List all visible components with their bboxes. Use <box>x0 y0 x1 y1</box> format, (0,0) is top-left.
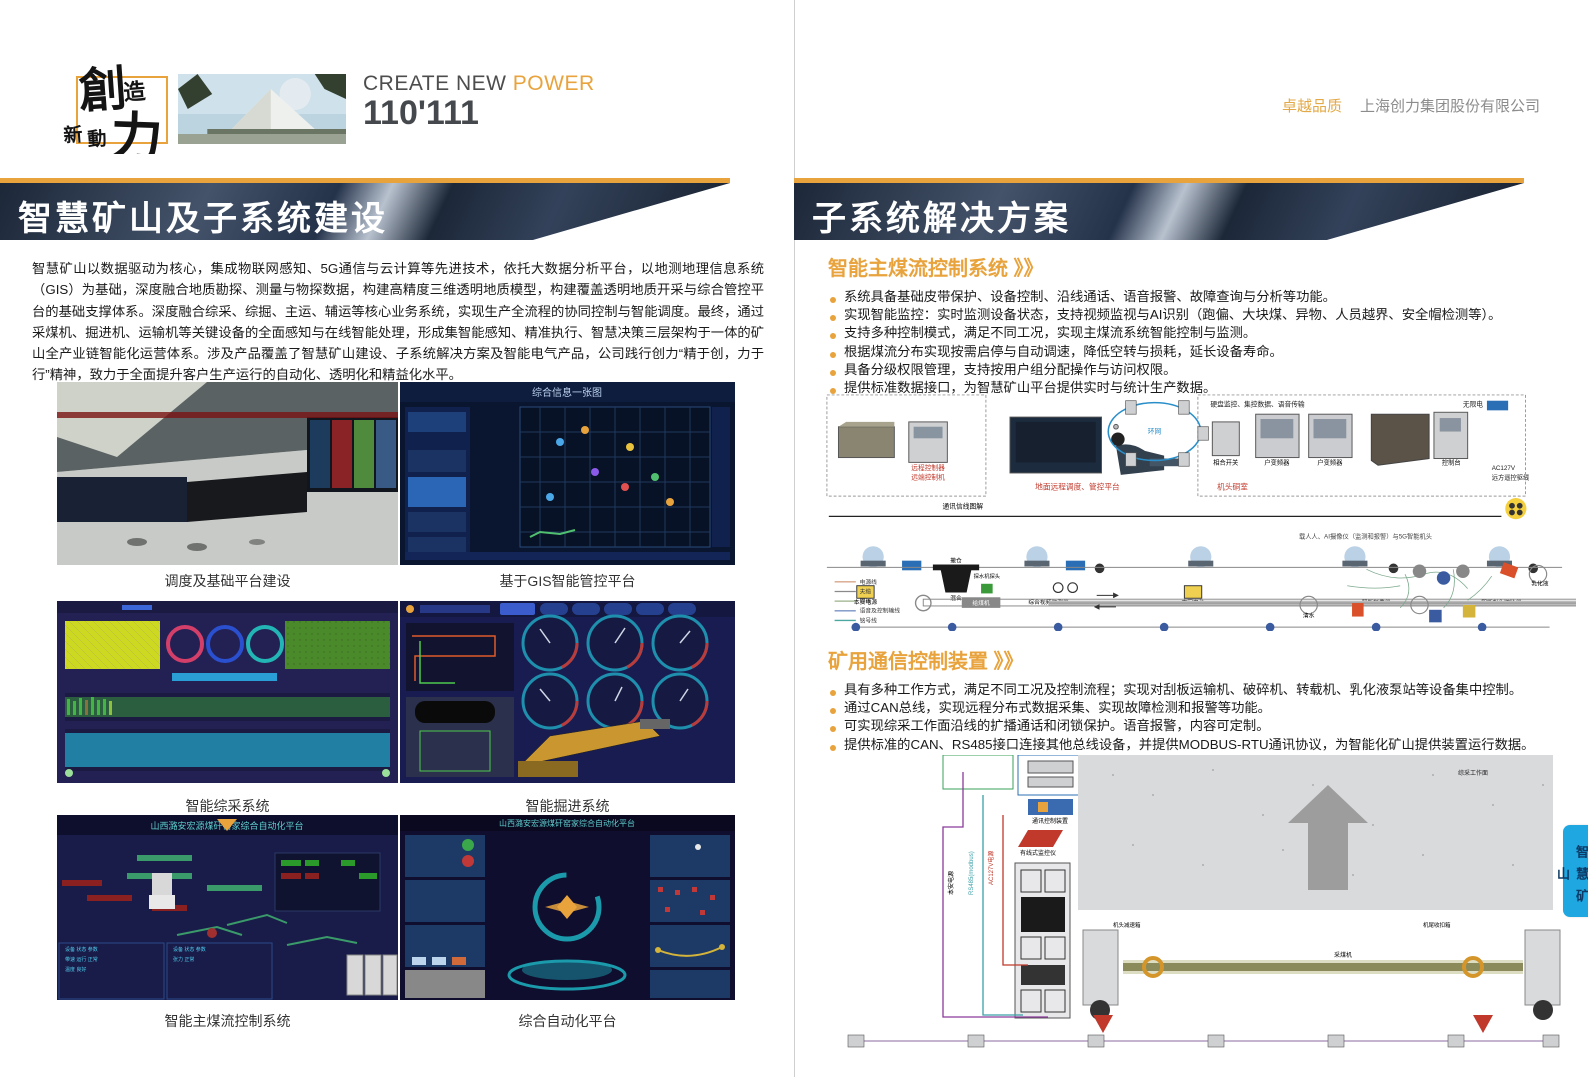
svg-text:温度 良好: 温度 良好 <box>65 966 86 973</box>
svg-text:机尾收扣箱: 机尾收扣箱 <box>1423 921 1451 929</box>
svg-text:RS485(modbus): RS485(modbus) <box>969 851 975 895</box>
svg-text:有线式监控仪: 有线式监控仪 <box>1020 849 1056 857</box>
svg-text:夫缆: 夫缆 <box>860 587 872 595</box>
svg-text:新: 新 <box>63 123 84 147</box>
svg-text:通讯信线图解: 通讯信线图解 <box>943 502 984 511</box>
svg-text:无限电: 无限电 <box>1463 399 1483 408</box>
svg-text:设备 状态 参数: 设备 状态 参数 <box>65 946 98 953</box>
svg-text:控制台: 控制台 <box>1442 457 1461 466</box>
svg-text:采煤机: 采煤机 <box>1334 951 1352 959</box>
svg-text:远方遥控驱线: 远方遥控驱线 <box>1492 473 1530 482</box>
svg-text:户变频器: 户变频器 <box>1264 457 1290 466</box>
svg-text:机头减速箱: 机头减速箱 <box>1113 921 1141 929</box>
svg-text:乳化液: 乳化液 <box>1531 580 1549 588</box>
svg-text:机头硐室: 机头硐室 <box>1217 481 1248 491</box>
svg-text:探水机探头: 探水机探头 <box>974 572 1000 580</box>
svg-text:环网: 环网 <box>1148 427 1162 435</box>
svg-text:混合: 混合 <box>950 594 962 602</box>
svg-text:远程控制器: 远程控制器 <box>911 463 945 472</box>
svg-text:清水: 清水 <box>1303 612 1315 620</box>
svg-text:山西潞安宏源煤矸窑家综合自动化平台: 山西潞安宏源煤矸窑家综合自动化平台 <box>499 818 635 828</box>
svg-text:AC127V: AC127V <box>1492 465 1516 472</box>
svg-text:相合开关: 相合开关 <box>1213 457 1238 466</box>
svg-text:通讯控制装置: 通讯控制装置 <box>1032 817 1068 825</box>
svg-text:载人人、AI摄像仪（监测和报警）与5G智能机头: 载人人、AI摄像仪（监测和报警）与5G智能机头 <box>1299 531 1432 540</box>
svg-text:地面远程调度、管控平台: 地面远程调度、管控平台 <box>1035 481 1120 491</box>
svg-text:撒仓: 撒仓 <box>950 557 962 565</box>
svg-text:AC127V电源: AC127V电源 <box>987 851 995 885</box>
svg-text:本安电源: 本安电源 <box>947 871 955 895</box>
svg-text:力: 力 <box>110 108 164 154</box>
svg-text:铭号线: 铭号线 <box>860 616 878 624</box>
svg-text:网线: 网线 <box>860 597 872 605</box>
svg-text:给煤机: 给煤机 <box>972 599 990 607</box>
svg-text:张力 正常: 张力 正常 <box>173 956 194 963</box>
svg-text:设备 状态 参数: 设备 状态 参数 <box>173 946 206 953</box>
svg-text:带速 运行 正常: 带速 运行 正常 <box>65 956 98 963</box>
svg-text:综合信息一张图: 综合信息一张图 <box>532 386 602 399</box>
svg-text:远端控制机: 远端控制机 <box>911 473 945 482</box>
svg-text:硬盘监控、集控数据、语音传输: 硬盘监控、集控数据、语音传输 <box>1210 399 1305 408</box>
svg-text:造: 造 <box>123 79 147 105</box>
svg-text:电源线: 电源线 <box>860 578 878 586</box>
svg-text:户变频器: 户变频器 <box>1317 457 1343 466</box>
svg-text:综采工作面: 综采工作面 <box>1458 769 1488 777</box>
svg-text:语音及控制输线: 语音及控制输线 <box>860 607 901 615</box>
svg-text:動: 動 <box>87 128 108 151</box>
